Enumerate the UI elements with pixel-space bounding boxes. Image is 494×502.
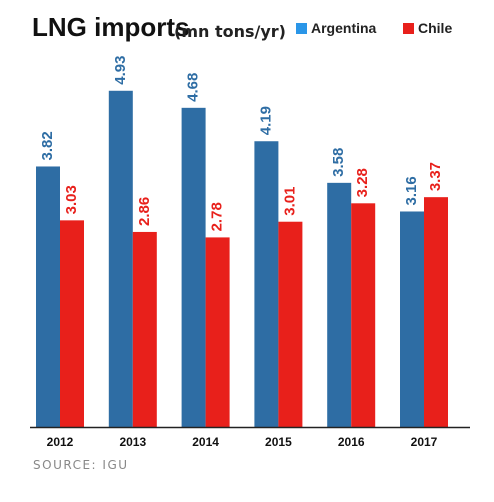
bar-chile-2012 xyxy=(60,220,84,427)
data-label-chile-2016: 3.28 xyxy=(354,168,371,197)
bar-chile-2016 xyxy=(351,203,376,427)
bar-argentina-2012 xyxy=(36,166,60,427)
bar-chile-2013 xyxy=(132,231,157,427)
data-label-chile-2017: 3.37 xyxy=(427,162,444,191)
chart-unit: (mn tons/yr) xyxy=(174,22,286,41)
x-tick-label-2012: 2012 xyxy=(47,435,74,449)
bar-argentina-2013 xyxy=(108,90,133,428)
x-tick-label-2013: 2013 xyxy=(119,435,146,449)
x-tick-label-2015: 2015 xyxy=(265,435,292,449)
legend-label-chile: Chile xyxy=(418,20,453,36)
data-label-chile-2014: 2.78 xyxy=(209,202,226,231)
data-label-chile-2012: 3.03 xyxy=(63,185,80,214)
legend-item-chile: Chile xyxy=(403,18,452,38)
data-label-argentina-2014: 4.68 xyxy=(185,73,202,102)
bar-argentina-2017 xyxy=(400,211,424,427)
chart-title: LNG imports xyxy=(32,12,190,42)
bar-chile-2014 xyxy=(205,237,230,427)
legend-swatch-argentina xyxy=(296,22,307,34)
data-label-argentina-2015: 4.19 xyxy=(257,106,274,135)
data-label-argentina-2013: 4.93 xyxy=(112,56,129,85)
x-tick-label-2014: 2014 xyxy=(192,435,219,449)
bar-argentina-2014 xyxy=(181,107,206,427)
data-label-argentina-2012: 3.82 xyxy=(39,131,56,160)
bar-chile-2015 xyxy=(278,221,303,427)
source-note: SOURCE: IGU xyxy=(33,458,129,472)
data-label-argentina-2016: 3.58 xyxy=(330,148,347,177)
data-label-chile-2015: 3.01 xyxy=(281,187,298,216)
legend-swatch-chile xyxy=(403,22,414,34)
bar-argentina-2015 xyxy=(254,141,279,427)
bar-chile-2017 xyxy=(424,197,448,427)
data-label-chile-2013: 2.86 xyxy=(136,197,153,226)
x-tick-label-2017: 2017 xyxy=(411,435,438,449)
data-label-argentina-2017: 3.16 xyxy=(403,176,420,205)
bar-argentina-2016 xyxy=(327,182,352,427)
x-tick-label-2016: 2016 xyxy=(338,435,365,449)
chart-header: LNG imports (mn tons/yr) xyxy=(32,8,482,56)
legend-label-argentina: Argentina xyxy=(311,20,377,36)
legend-item-argentina: Argentina xyxy=(296,18,376,38)
